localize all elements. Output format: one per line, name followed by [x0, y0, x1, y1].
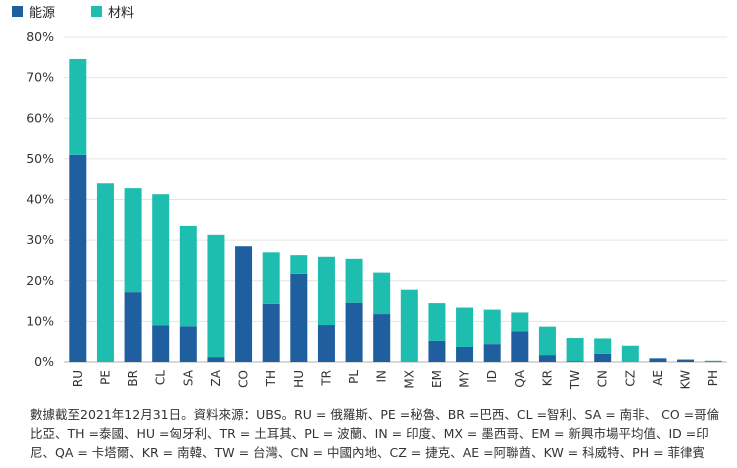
bar-segment-energy: [262, 303, 280, 362]
x-tick-label: TW: [568, 370, 582, 390]
legend-item-materials: 材料: [91, 2, 134, 21]
bar-segment-materials: [290, 255, 308, 274]
legend-label-materials: 材料: [108, 6, 135, 21]
bar-segment-energy: [483, 344, 501, 362]
bar-segment-energy: [566, 361, 584, 362]
bar-segment-energy: [538, 355, 556, 362]
y-tick-label: 20%: [26, 273, 54, 288]
x-tick-label: PE: [98, 370, 112, 385]
stacked-bar-chart: 0% 10% 20% 30% 40% 50% 60% 70% 80% RU PE BR CL SA ZA CO…: [26, 29, 727, 390]
bar-segment-materials: [262, 252, 280, 304]
bar-segment-materials: [511, 312, 529, 332]
bar-segment-energy: [207, 357, 225, 362]
y-tick-label: 70%: [26, 70, 54, 85]
bar-segment-energy: [290, 273, 308, 362]
footnote-line: 比亞、TH =泰國、HU =匈牙利、TR = 土耳其、PL = 波蘭、IN = …: [30, 426, 709, 441]
legend-swatch-materials: [91, 6, 103, 17]
bar-segment-materials: [152, 194, 170, 326]
bar-segment-energy: [345, 302, 363, 362]
bar-segment-materials: [179, 225, 197, 327]
bar-segment-energy: [428, 340, 446, 362]
y-tick-label: 10%: [26, 313, 54, 328]
x-tick-label: EM: [430, 370, 444, 388]
x-tick-label: IN: [375, 370, 389, 383]
x-tick-label: CO: [237, 370, 251, 388]
x-tick-label: TH: [264, 370, 278, 387]
bar-segment-materials: [483, 309, 501, 345]
y-tick-label: 60%: [26, 110, 54, 125]
bar-segment-energy: [235, 246, 253, 362]
x-tick-label: QA: [513, 369, 527, 387]
x-tick-label: ZA: [209, 369, 223, 386]
bar-segment-materials: [400, 289, 418, 362]
bar-segment-materials: [96, 183, 114, 362]
bar-segment-materials: [456, 307, 474, 347]
bar-segment-energy: [373, 314, 391, 362]
bar-segment-materials: [428, 303, 446, 341]
chart-legend: 能源 材料: [12, 2, 170, 21]
x-tick-label: CL: [154, 370, 168, 385]
bar-segment-energy: [456, 346, 474, 362]
bar-segment-materials: [317, 256, 335, 326]
bar-segment-energy: [594, 353, 612, 362]
bar-segment-materials: [566, 338, 584, 362]
bar-segment-materials: [594, 338, 612, 354]
footnote-line: 數據截至2021年12月31日。資料來源：UBS。RU = 俄羅斯、PE =秘魯…: [30, 407, 720, 422]
x-tick-label: KW: [679, 370, 693, 389]
bar-segment-energy: [179, 326, 197, 362]
x-tick-label: RU: [71, 370, 85, 387]
y-tick-label: 0%: [34, 354, 54, 369]
x-tick-label: HU: [292, 370, 306, 388]
bar-segment-materials: [207, 234, 225, 358]
x-tick-label: CZ: [623, 370, 637, 387]
x-tick-label: MX: [402, 370, 416, 389]
bar-segment-materials: [704, 360, 722, 362]
x-tick-label: PH: [706, 370, 720, 386]
bar-segment-materials: [69, 58, 87, 155]
bar-segment-energy: [649, 358, 667, 362]
bar-segment-materials: [124, 188, 142, 293]
bar-segment-energy: [317, 325, 335, 362]
bar-segment-energy: [511, 331, 529, 362]
bar-segment-energy: [124, 292, 142, 362]
x-tick-label: TR: [319, 370, 333, 387]
x-tick-label: MY: [458, 369, 472, 387]
x-tick-label: AE: [651, 370, 665, 386]
bar-segment-materials: [538, 326, 556, 356]
bar-segment-materials: [373, 272, 391, 315]
x-tick-label: BR: [126, 370, 140, 387]
bar-segment-energy: [677, 359, 695, 362]
x-tick-label: ID: [485, 370, 499, 383]
y-tick-label: 80%: [26, 29, 54, 44]
bar-segment-materials: [621, 345, 639, 362]
y-tick-label: 40%: [26, 192, 54, 207]
bar-segment-energy: [69, 154, 87, 362]
legend-item-energy: 能源: [12, 2, 55, 21]
y-tick-label: 30%: [26, 232, 54, 247]
legend-swatch-energy: [12, 6, 23, 17]
x-tick-label: PL: [347, 370, 361, 384]
x-tick-label: SA: [181, 369, 195, 386]
bar-segment-energy: [152, 325, 170, 362]
footnote: 數據截至2021年12月31日。資料來源：UBS。RU = 俄羅斯、PE =秘魯…: [30, 405, 725, 462]
bar-segment-materials: [345, 258, 363, 303]
x-tick-label: KR: [540, 370, 554, 386]
x-tick-label: CN: [596, 370, 610, 387]
y-tick-label: 50%: [26, 151, 54, 166]
footnote-line: 尼、QA = 卡塔爾、KR = 南韓、TW = 台灣、CN = 中國內地、CZ …: [30, 445, 706, 460]
legend-label-energy: 能源: [29, 6, 56, 21]
